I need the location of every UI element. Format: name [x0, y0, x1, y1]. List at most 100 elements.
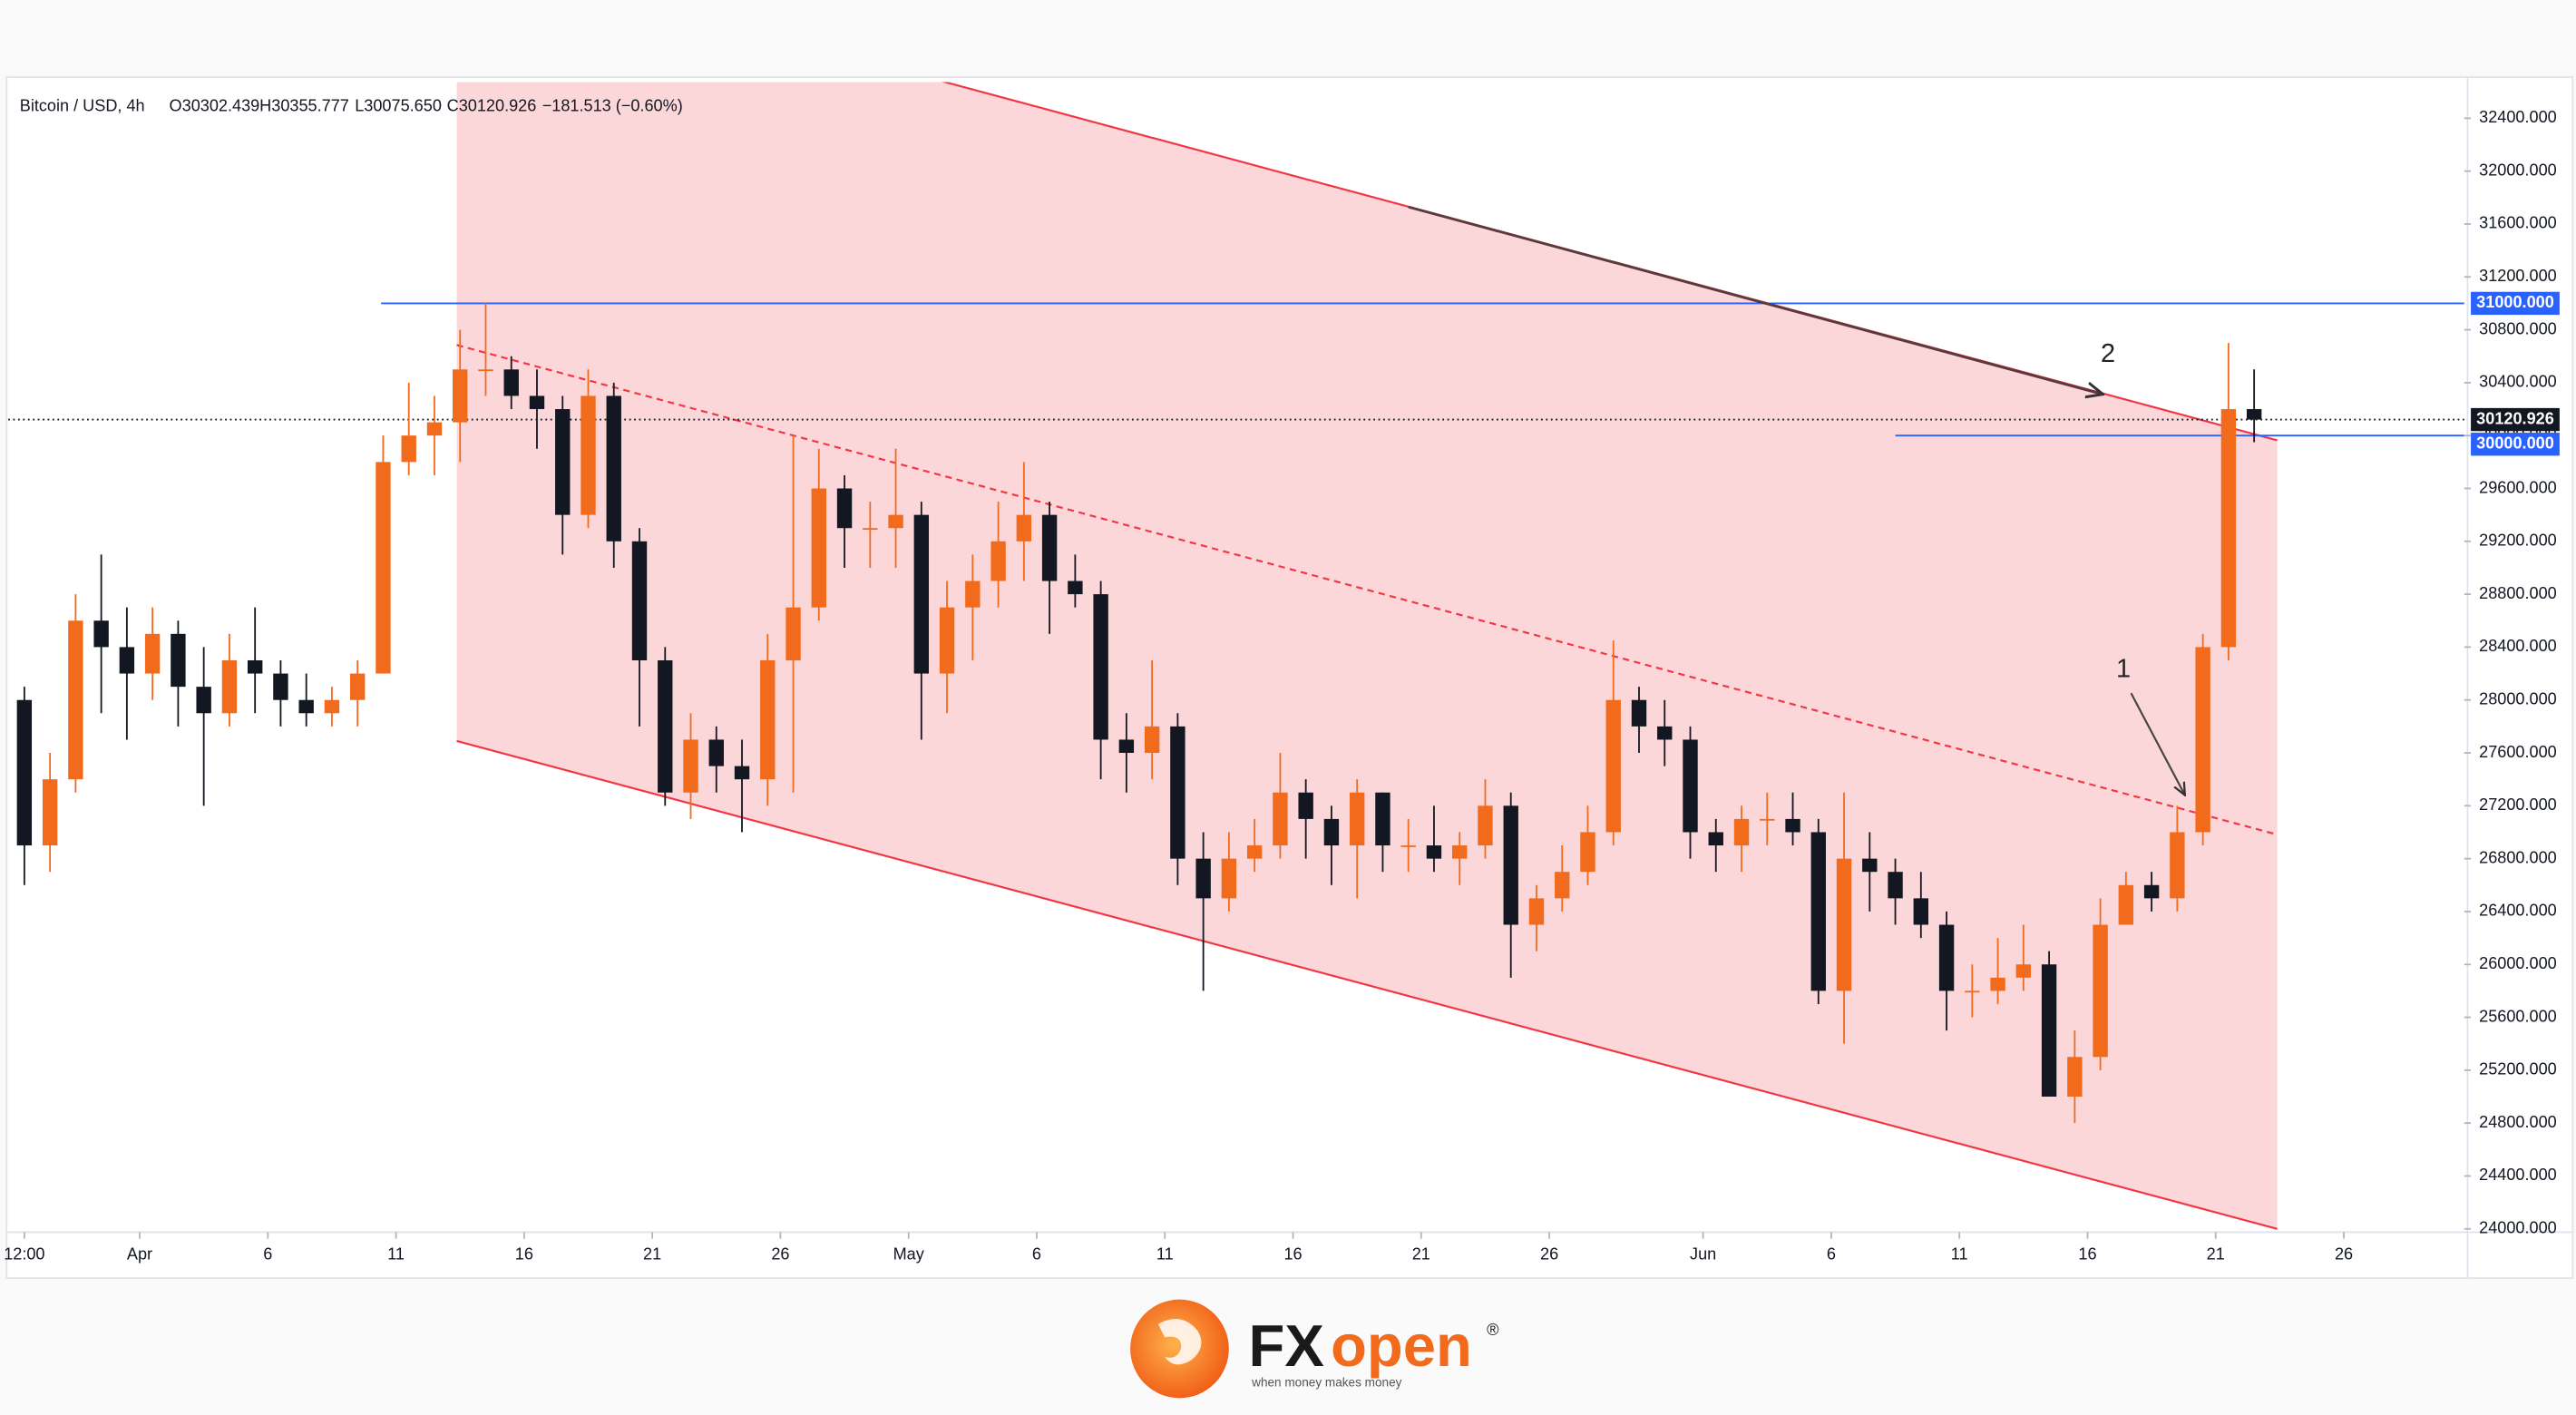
x-tick-label: 6: [263, 1245, 272, 1264]
candle-body: [196, 687, 211, 714]
candle-body: [1298, 792, 1313, 819]
x-tick-label: 11: [1156, 1245, 1174, 1264]
candle-body: [376, 462, 391, 674]
ohlc-value: L30075.650: [355, 97, 442, 115]
candle-body: [1810, 832, 1826, 991]
y-tick-label: 29600.000: [2479, 478, 2557, 496]
candle-body: [247, 659, 263, 674]
x-tick-label: 26: [771, 1245, 789, 1264]
candle-body: [68, 620, 83, 780]
candle-body: [1452, 845, 1468, 859]
candle-body: [478, 369, 493, 372]
y-tick-label: 30400.000: [2479, 373, 2557, 391]
y-tick-label: 32400.000: [2479, 108, 2557, 126]
candle-body: [426, 422, 443, 436]
logo: FX open ® when money makes money: [1130, 1299, 1499, 1399]
candle-body: [1503, 805, 1518, 925]
ohlc-value: H30355.777: [259, 97, 349, 115]
y-tick-label: 25200.000: [2479, 1060, 2557, 1078]
trend-line: [1408, 205, 2103, 395]
candle-body: [1118, 739, 1135, 754]
plot-area: [8, 82, 2464, 1230]
y-tick-label: 24400.000: [2479, 1166, 2557, 1184]
level-box: [2471, 433, 2560, 456]
candle-body: [811, 488, 826, 608]
candle-body: [606, 395, 621, 542]
candle-body: [1580, 832, 1595, 873]
logo-swirl: [1157, 1319, 1202, 1365]
candle-body: [1990, 977, 2005, 991]
annotation-label: 1: [2116, 655, 2131, 684]
candle-body: [2143, 884, 2160, 899]
y-tick-label: 26800.000: [2479, 848, 2557, 866]
last-price-box: [2471, 407, 2560, 432]
candle-body: [1657, 726, 1673, 740]
candle-body: [1426, 845, 1442, 859]
candle-body: [1375, 792, 1390, 846]
candle-body: [2220, 409, 2237, 648]
candle-body: [1349, 792, 1365, 846]
y-tick-label: 31600.000: [2479, 214, 2557, 232]
last-price-label: 30120.926: [2476, 409, 2554, 427]
candle-body: [913, 514, 930, 674]
ohlc-value: C30120.926: [447, 97, 537, 115]
candle-body: [2118, 884, 2134, 925]
candle-body: [581, 395, 596, 515]
candle-body: [42, 779, 58, 846]
candle-body: [171, 633, 186, 688]
x-tick-label: Apr: [127, 1245, 152, 1264]
candle-body: [555, 409, 571, 515]
x-tick-label: 6: [1827, 1245, 1836, 1264]
y-tick-label: 28400.000: [2479, 637, 2557, 655]
candle-body: [1631, 699, 1647, 727]
candle-body: [1144, 726, 1160, 754]
candle-body: [298, 699, 314, 714]
y-tick-label: 29200.000: [2479, 532, 2557, 550]
candle-body: [760, 659, 776, 780]
candle-body: [1273, 792, 1288, 846]
candle-body: [93, 620, 109, 648]
candle-body: [785, 607, 801, 660]
candle-body: [453, 369, 468, 423]
x-tick-label: Jun: [1690, 1245, 1716, 1264]
candle-body: [2195, 647, 2210, 833]
x-tick-label: 16: [515, 1245, 533, 1264]
level-label: 31000.000: [2476, 293, 2554, 311]
candle-body: [2041, 964, 2057, 1098]
candle-body: [119, 647, 135, 674]
candle-body: [1836, 858, 1852, 991]
candle-body: [2093, 924, 2108, 1058]
candle-body: [324, 699, 340, 714]
y-tick-label: 28800.000: [2479, 584, 2557, 602]
y-tick-label: 31200.000: [2479, 267, 2557, 285]
candle-body: [273, 673, 288, 700]
candle-body: [1478, 805, 1493, 846]
candle-body: [401, 435, 416, 463]
y-tick-label: 26400.000: [2479, 902, 2557, 920]
candle-body: [1323, 818, 1340, 846]
candle-body: [888, 514, 903, 529]
x-tick-label: 16: [2078, 1245, 2096, 1264]
footer-bar: [0, 1281, 2576, 1415]
candle-body: [708, 739, 724, 766]
channel-lower: [456, 739, 2278, 1230]
candle-body: [1913, 898, 1929, 925]
tagline: when money makes money: [1251, 1376, 1401, 1390]
y-tick-label: 24800.000: [2479, 1113, 2557, 1131]
logo-emblem: [1130, 1299, 1229, 1399]
candle-body: [965, 581, 981, 608]
chart-panel: [5, 76, 2574, 1280]
candle-body: [990, 541, 1006, 581]
y-tick-label: 28000.000: [2479, 689, 2557, 708]
candle-body: [2170, 832, 2185, 899]
brand-mark: ®: [1487, 1321, 1499, 1339]
candle-body: [1605, 699, 1621, 833]
level-box: [2471, 291, 2560, 316]
candle-body: [2015, 964, 2032, 978]
x-tick-label: 6: [1032, 1245, 1041, 1264]
candle-body: [503, 369, 519, 396]
candle-body: [1400, 845, 1416, 847]
x-tick-label: May: [893, 1245, 925, 1264]
